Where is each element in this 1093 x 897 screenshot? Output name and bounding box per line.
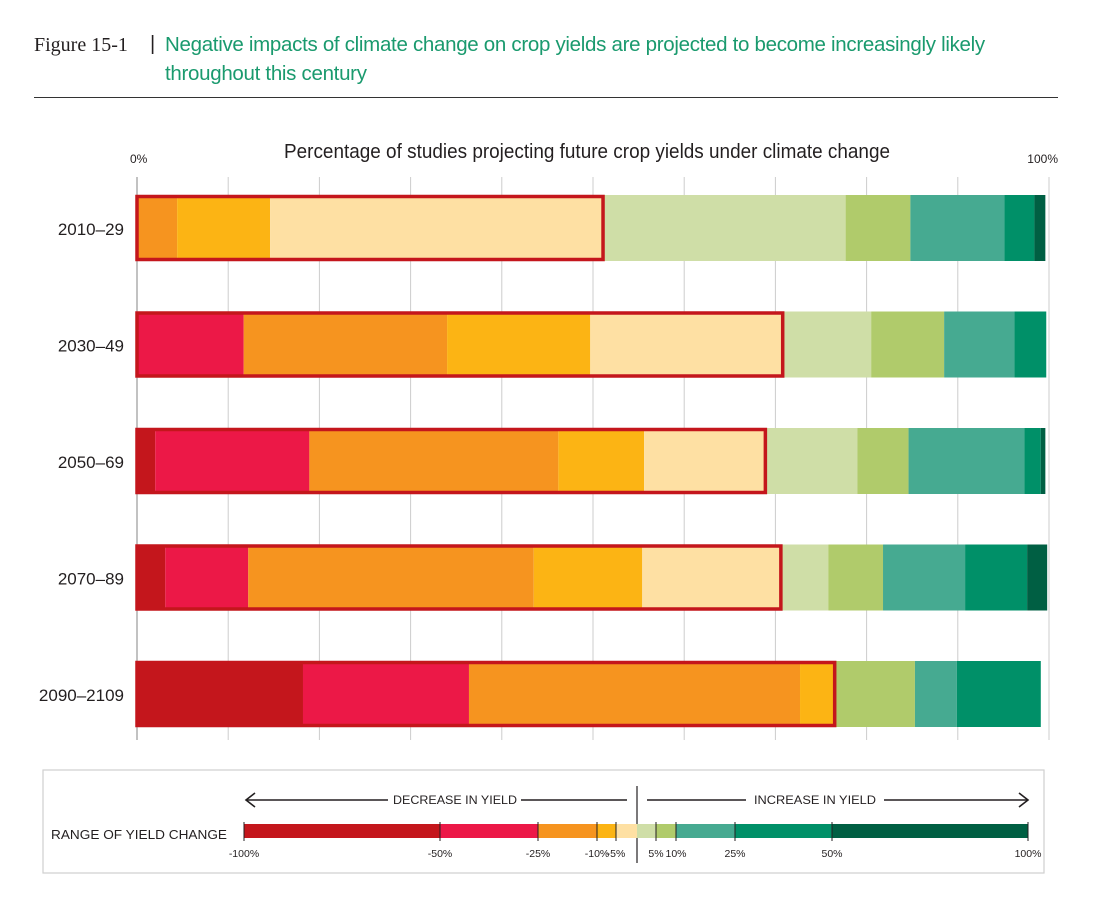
decrease-share-outline: [135, 194, 605, 262]
figure-title: Negative impacts of climate change on cr…: [165, 33, 985, 85]
bar-segment: [944, 311, 1015, 378]
bar-segment: [248, 544, 534, 611]
legend-frame: [42, 769, 1045, 874]
bar-segment: [908, 428, 1025, 494]
bar-segment: [137, 661, 303, 727]
bar-segment: [302, 661, 469, 727]
bar-segment: [828, 544, 884, 611]
legend-swatch: [656, 824, 676, 838]
bar-segment: [914, 661, 957, 727]
legend-swatch: [832, 824, 1028, 838]
legend-color-scale: -100% -50% -25% -10%-5% 5% 10% 25% 50% 100%: [229, 822, 1042, 860]
bar-segment: [137, 195, 178, 261]
legend: DECREASE IN YIELD INCREASE IN YIELD RANG…: [42, 769, 1045, 874]
bar-segment: [644, 428, 766, 494]
category-label: 2030–49: [58, 337, 124, 356]
bar-segment: [765, 428, 858, 494]
legend-tick-label: -100%: [229, 848, 259, 860]
legend-swatch: [676, 824, 735, 838]
bar-segment: [965, 544, 1028, 611]
bar-segment: [155, 428, 310, 494]
bar-segment: [845, 195, 911, 261]
legend-swatch: [538, 824, 597, 838]
category-label: 2090–2109: [39, 686, 124, 705]
decrease-arrowhead-icon: [244, 792, 256, 808]
bar-segment: [165, 544, 249, 611]
legend-swatch: [244, 824, 440, 838]
bar-segment: [871, 311, 945, 378]
decrease-share-outline: [135, 660, 837, 728]
legend-tick-label: 10%: [665, 848, 686, 860]
bar-segment: [558, 428, 645, 494]
bar-segment: [782, 311, 872, 378]
bar-segment: [834, 661, 915, 727]
bar-segment: [590, 311, 783, 378]
bar-segment: [137, 428, 156, 494]
bar-segment: [533, 544, 643, 611]
decrease-share-outline: [135, 544, 783, 611]
bar-segment: [1004, 195, 1035, 261]
decrease-share-outline: [135, 427, 768, 495]
bar-segment: [309, 428, 559, 494]
legend-tick-label: -25%: [526, 848, 551, 860]
bar-segment: [910, 195, 1005, 261]
bar-segment: [1027, 544, 1048, 611]
category-label: 2010–29: [58, 220, 124, 239]
legend-tick-label: -10%: [585, 848, 610, 860]
legend-decrease-label: DECREASE IN YIELD: [393, 793, 517, 807]
legend-swatch: [735, 824, 832, 838]
legend-swatch: [616, 824, 637, 838]
legend-swatch: [597, 824, 616, 838]
decrease-share-outline: [135, 311, 785, 378]
bar-segment: [603, 195, 846, 261]
bar-segment: [447, 311, 591, 378]
bar-segment: [1040, 428, 1046, 494]
figure-number: Figure 15-1: [34, 34, 128, 56]
bar-segment: [1034, 195, 1046, 261]
category-label: 2050–69: [58, 453, 124, 472]
bar-segment: [468, 661, 801, 727]
bar-segment: [1024, 428, 1041, 494]
legend-tick-label: 5%: [648, 848, 663, 860]
bar-segment: [642, 544, 781, 611]
bar-segment: [800, 661, 835, 727]
legend-tick-label: -5%: [607, 848, 626, 860]
header-rule: [34, 97, 1058, 98]
legend-tick-label: 50%: [821, 848, 842, 860]
chart-title: Percentage of studies projecting future …: [284, 141, 890, 163]
bar-segment: [780, 544, 829, 611]
bar-segment: [177, 195, 271, 261]
bar-segment: [270, 195, 604, 261]
legend-swatch: [637, 824, 656, 838]
bars: 2010–29 2030–49 2050–69 2070–89 2090–2109: [39, 194, 1048, 728]
legend-range-label: RANGE OF YIELD CHANGE: [51, 828, 227, 842]
legend-swatch: [440, 824, 538, 838]
legend-tick-label: 25%: [724, 848, 745, 860]
increase-arrowhead-icon: [1018, 792, 1030, 808]
bar-segment: [857, 428, 909, 494]
bar-segment: [1014, 311, 1047, 378]
axis-min-label: 0%: [130, 152, 148, 166]
bar-segment: [243, 311, 448, 378]
legend-tick-label: -50%: [428, 848, 453, 860]
category-label: 2070–89: [58, 570, 124, 589]
bar-segment: [137, 544, 166, 611]
figure-separator: |: [150, 33, 156, 55]
bar-segment: [956, 661, 1041, 727]
legend-increase-label: INCREASE IN YIELD: [754, 793, 876, 807]
bar-segment: [883, 544, 966, 611]
bar-segment: [137, 311, 244, 378]
legend-tick-label: 100%: [1015, 848, 1042, 860]
axis-max-label: 100%: [1027, 152, 1058, 166]
